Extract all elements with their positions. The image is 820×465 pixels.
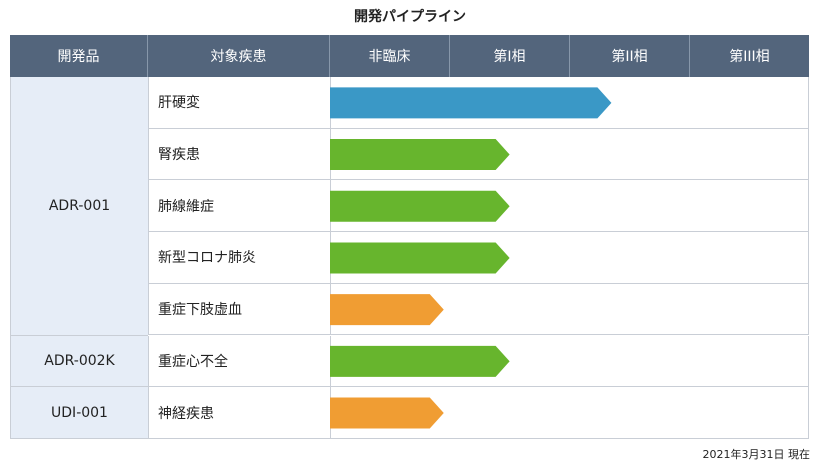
disease-label: 重症心不全	[148, 335, 330, 388]
disease-label: 肺線維症	[148, 180, 330, 233]
chart-title: 開発パイプライン	[354, 9, 466, 25]
pipeline-bar-5	[330, 345, 510, 377]
header-stage-preclinical: 非臨床	[330, 35, 450, 77]
disease-label: 腎疾患	[148, 128, 330, 181]
as-of-date: 2021年3月31日 現在	[702, 448, 811, 461]
product-cell: ADR-001	[10, 77, 148, 336]
header-stage-phase2: 第II相	[570, 35, 690, 77]
header-disease: 対象疾患	[148, 35, 330, 77]
pipeline-table: 開発品 対象疾患 非臨床 第I相 第II相 第III相 ADR-001 ADR-0…	[10, 35, 809, 439]
pipeline-bar-3	[330, 242, 510, 274]
header-stage-phase1: 第I相	[450, 35, 570, 77]
header-product: 開発品	[10, 35, 148, 77]
pipeline-bar-0	[330, 87, 612, 119]
header-stage-phase3: 第III相	[690, 35, 809, 77]
product-cell: ADR-002K	[10, 335, 148, 388]
pipeline-bars	[330, 87, 612, 429]
disease-label: 神経疾患	[148, 387, 330, 439]
disease-label: 肝硬変	[148, 77, 330, 129]
product-cell: UDI-001	[10, 387, 148, 439]
pipeline-bar-6	[330, 397, 444, 429]
disease-label: 新型コロナ肺炎	[148, 232, 330, 284]
pipeline-bar-1	[330, 139, 510, 171]
disease-label: 重症下肢虚血	[148, 283, 330, 336]
pipeline-bar-2	[330, 190, 510, 222]
pipeline-bar-4	[330, 294, 444, 326]
